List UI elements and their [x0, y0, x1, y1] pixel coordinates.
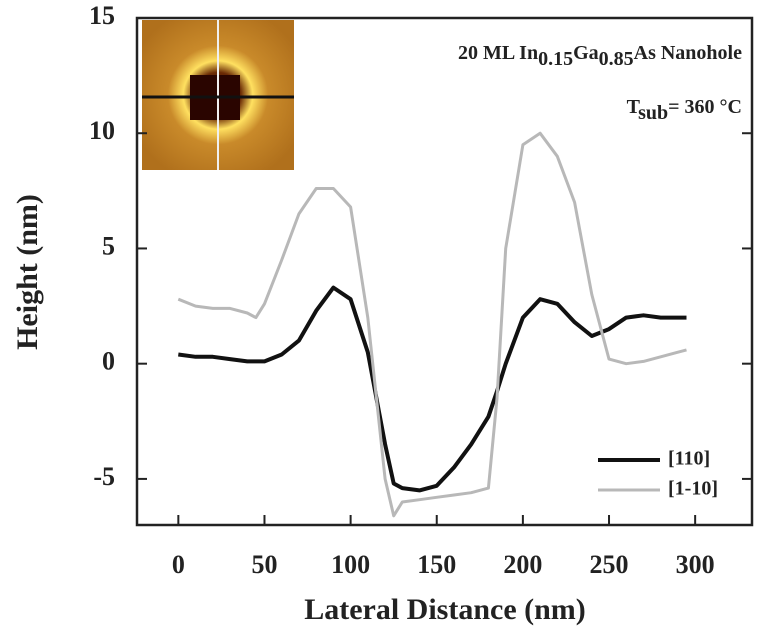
- legend-label: [1-10]: [668, 478, 718, 500]
- annotation-text: = 360 °C: [668, 96, 742, 118]
- annotation-text: Ga: [573, 42, 599, 64]
- y-tick-label: -5: [93, 462, 115, 491]
- chart: Lateral Distance (nm) Height (nm) -5 0 5 10…: [0, 0, 757, 636]
- x-tick-label: 300: [676, 550, 715, 579]
- annotation-subscript: sub: [638, 102, 668, 124]
- annotation-subscript: 0.15: [538, 48, 573, 70]
- annotation: 20 ML In0.15Ga0.85As Nanohole: [458, 42, 742, 70]
- y-tick-label: 0: [102, 347, 115, 376]
- annotation: Tsub= 360 °C: [627, 96, 742, 124]
- x-tick-label: 150: [417, 550, 456, 579]
- y-tick-label: 5: [102, 231, 115, 260]
- y-tick-label: 10: [89, 116, 115, 145]
- annotation-text: As Nanohole: [634, 42, 742, 64]
- y-axis-title: Height (nm): [11, 194, 44, 350]
- y-tick-label: 15: [89, 1, 115, 30]
- annotation-subscript: 0.85: [599, 48, 634, 70]
- x-tick-label: 100: [331, 550, 370, 579]
- x-tick-label: 50: [251, 550, 277, 579]
- x-tick-label: 200: [503, 550, 542, 579]
- x-axis-title: Lateral Distance (nm): [304, 593, 586, 626]
- annotation-text: 20 ML In: [458, 42, 538, 64]
- x-tick-label: 250: [590, 550, 629, 579]
- x-tick-label: 0: [172, 550, 185, 579]
- inset-image: [142, 20, 294, 170]
- legend-label: [110]: [668, 448, 710, 470]
